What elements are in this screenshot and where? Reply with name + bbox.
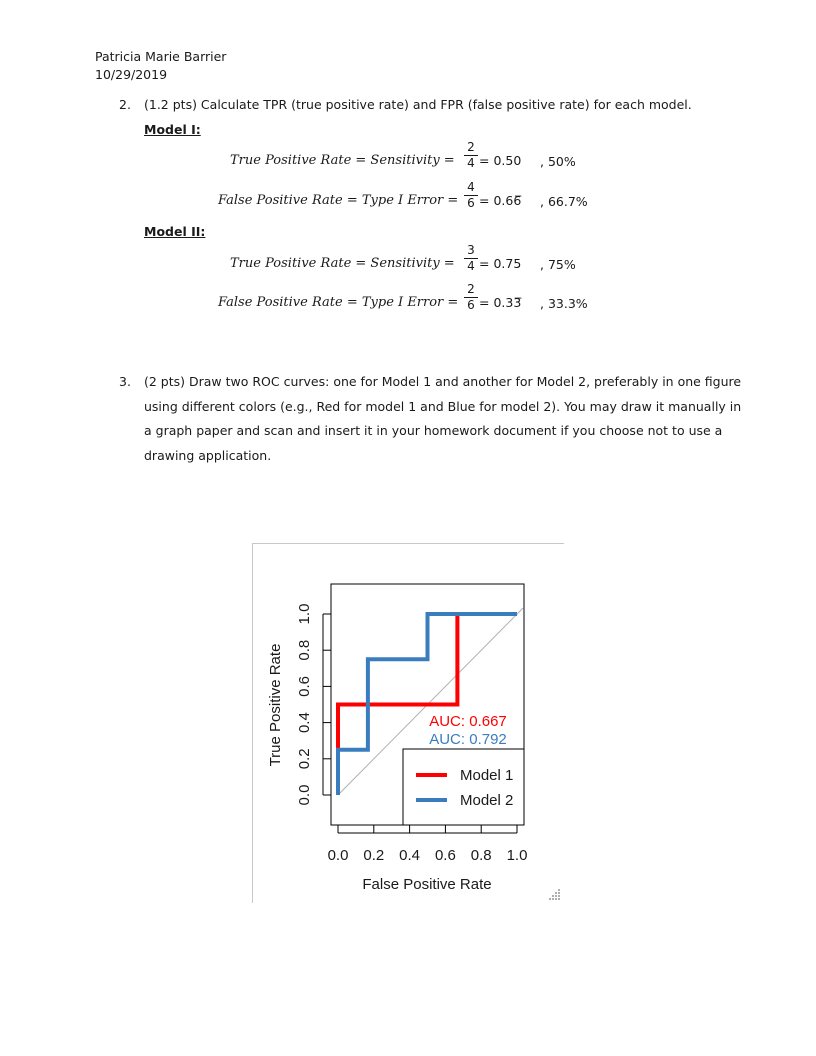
- model2-fpr-fraction: 2 6: [464, 283, 478, 312]
- y-tick-label: 0.4: [296, 712, 313, 733]
- model1-tpr-lhs: True Positive Rate = Sensitivity =: [230, 153, 455, 168]
- x-tick-label: 1.0: [507, 847, 528, 864]
- y-tick-label: 1.0: [296, 604, 313, 625]
- legend-label: Model 1: [460, 767, 513, 784]
- x-tick-label: 0.6: [435, 847, 456, 864]
- q2-number: 2.: [119, 97, 131, 112]
- q3-line: using different colors (e.g., Red for mo…: [144, 398, 742, 414]
- y-tick-label: 0.6: [296, 676, 313, 697]
- roc-curve-model-2: [336, 612, 517, 795]
- model2-fpr-percent: , 33.3%: [540, 296, 588, 311]
- fraction-bar: [464, 155, 478, 156]
- model2-tpr-denominator: 4: [467, 259, 475, 273]
- model1-fpr-result: = 0.66̅: [479, 193, 522, 208]
- legend-box: [402, 748, 525, 826]
- y-tick-label: 0.2: [296, 748, 313, 769]
- x-tick-label: 0.8: [471, 847, 492, 864]
- model1-heading: Model I:: [144, 122, 201, 137]
- q3-number: 3.: [119, 374, 131, 389]
- y-tick-label: 0.8: [296, 640, 313, 661]
- model2-fpr-result: = 0.33̅: [479, 295, 522, 310]
- model2-fpr-lhs: False Positive Rate = Type I Error =: [218, 295, 459, 310]
- model2-tpr-result: = 0.75: [479, 256, 522, 271]
- legend-label: Model 2: [460, 792, 513, 809]
- model1-tpr-numerator: 2: [467, 140, 475, 154]
- q3-line: a graph paper and scan and insert it in …: [144, 423, 723, 438]
- model2-fpr-denominator: 6: [467, 298, 475, 312]
- q3-line: drawing application.: [144, 447, 272, 463]
- x-axis-label: False Positive Rate: [362, 876, 491, 893]
- q2-text: (1.2 pts) Calculate TPR (true positive r…: [144, 97, 692, 112]
- model1-fpr-fraction: 4 6: [464, 181, 478, 210]
- model2-tpr-lhs: True Positive Rate = Sensitivity =: [230, 256, 455, 271]
- q3-line: (2 pts) Draw two ROC curves: one for Mod…: [144, 374, 742, 389]
- x-tick-label: 0.4: [399, 847, 420, 864]
- model1-fpr-denominator: 6: [467, 196, 475, 210]
- model1-tpr-percent: , 50%: [540, 154, 576, 169]
- resize-grip-icon[interactable]: [549, 888, 561, 900]
- model2-fpr-numerator: 2: [467, 282, 475, 296]
- model1-tpr-denominator: 4: [467, 156, 475, 170]
- y-axis-label: True Positive Rate: [267, 644, 284, 767]
- model1-fpr-numerator: 4: [467, 180, 475, 194]
- model2-tpr-numerator: 3: [467, 243, 475, 257]
- model1-fpr-percent: , 66.7%: [540, 194, 588, 209]
- reference-diagonal: [337, 607, 524, 796]
- q3-text: (2 pts) Draw two ROC curves: one for Mod…: [144, 370, 744, 468]
- model2-tpr-fraction: 3 4: [464, 244, 478, 273]
- model1-fpr-lhs: False Positive Rate = Type I Error =: [218, 193, 459, 208]
- auc-label: AUC: 0.792: [429, 731, 507, 748]
- fraction-bar: [464, 297, 478, 298]
- model1-tpr-result: = 0.50: [479, 153, 522, 168]
- x-tick-label: 0.0: [328, 847, 349, 864]
- author-name: Patricia Marie Barrier: [95, 49, 227, 64]
- figure-frame: [252, 543, 564, 903]
- y-tick-label: 0.0: [296, 785, 313, 806]
- fraction-bar: [464, 258, 478, 259]
- x-tick-label: 0.2: [363, 847, 384, 864]
- date: 10/29/2019: [95, 67, 168, 82]
- fraction-bar: [464, 195, 478, 196]
- model2-tpr-percent: , 75%: [540, 257, 576, 272]
- model1-tpr-fraction: 2 4: [464, 141, 478, 170]
- model2-heading: Model II:: [144, 224, 206, 239]
- auc-label: AUC: 0.667: [429, 713, 507, 730]
